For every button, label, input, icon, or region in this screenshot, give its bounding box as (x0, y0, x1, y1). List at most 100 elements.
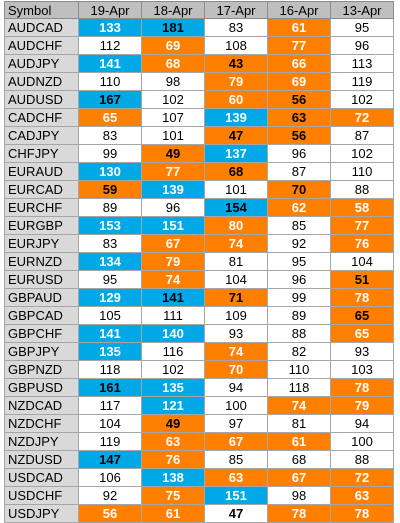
value-cell: 106 (78, 468, 142, 487)
value-cell: 89 (78, 198, 142, 217)
table-row[interactable]: AUDJPY 141 68 43 66 113 (4, 54, 394, 73)
value-cell: 135 (78, 342, 142, 361)
table-row[interactable]: AUDCAD 133 181 83 61 95 (4, 18, 394, 37)
value-cell: 70 (204, 360, 268, 379)
table-row[interactable]: USDJPY 56 61 47 78 78 (4, 504, 394, 523)
symbol-cell: GBPAUD (4, 288, 79, 307)
value-cell: 76 (141, 450, 205, 469)
symbol-cell: EURNZD (4, 252, 79, 271)
value-cell: 69 (141, 36, 205, 55)
symbol-cell: GBPNZD (4, 360, 79, 379)
table-row[interactable]: GBPAUD 129 141 71 99 78 (4, 288, 394, 307)
header-18-apr[interactable]: 18-Apr (141, 1, 205, 19)
table-row[interactable]: GBPJPY 135 116 74 82 93 (4, 342, 394, 361)
header-13-apr[interactable]: 13-Apr (330, 1, 394, 19)
header-17-apr[interactable]: 17-Apr (204, 1, 268, 19)
value-cell: 95 (78, 270, 142, 289)
table-row[interactable]: NZDUSD 147 76 85 68 88 (4, 450, 394, 469)
value-cell: 107 (141, 108, 205, 127)
value-cell: 167 (78, 90, 142, 109)
table-row[interactable]: EURNZD 134 79 81 95 104 (4, 252, 394, 271)
value-cell: 108 (204, 36, 268, 55)
table-row[interactable]: EURGBP 153 151 80 85 77 (4, 216, 394, 235)
value-cell: 95 (267, 252, 331, 271)
value-cell: 43 (204, 54, 268, 73)
table-row[interactable]: NZDCHF 104 49 97 81 94 (4, 414, 394, 433)
table-row[interactable]: EURUSD 95 74 104 96 51 (4, 270, 394, 289)
table-row[interactable]: CHFJPY 99 49 137 96 102 (4, 144, 394, 163)
value-cell: 56 (78, 504, 142, 523)
value-cell: 104 (330, 252, 394, 271)
table-row[interactable]: CADCHF 65 107 139 63 72 (4, 108, 394, 127)
table-row[interactable]: EURJPY 83 67 74 92 76 (4, 234, 394, 253)
value-cell: 78 (267, 504, 331, 523)
header-16-apr[interactable]: 16-Apr (267, 1, 331, 19)
value-cell: 110 (267, 360, 331, 379)
symbol-cell: GBPCAD (4, 306, 79, 325)
table-row[interactable]: GBPNZD 118 102 70 110 103 (4, 360, 394, 379)
header-symbol[interactable]: Symbol (4, 1, 79, 19)
table-row[interactable]: NZDCAD 117 121 100 74 79 (4, 396, 394, 415)
value-cell: 88 (267, 324, 331, 343)
value-cell: 76 (330, 234, 394, 253)
value-cell: 103 (330, 360, 394, 379)
value-cell: 110 (330, 162, 394, 181)
table-row[interactable]: AUDNZD 110 98 79 69 119 (4, 72, 394, 91)
table-row[interactable]: GBPUSD 161 135 94 118 78 (4, 378, 394, 397)
value-cell: 161 (78, 378, 142, 397)
value-cell: 60 (204, 90, 268, 109)
table-row[interactable]: EURAUD 130 77 68 87 110 (4, 162, 394, 181)
value-cell: 89 (267, 306, 331, 325)
value-cell: 58 (330, 198, 394, 217)
value-cell: 67 (267, 468, 331, 487)
symbol-cell: EURGBP (4, 216, 79, 235)
value-cell: 83 (78, 126, 142, 145)
symbol-cell: AUDNZD (4, 72, 79, 91)
symbol-cell: GBPUSD (4, 378, 79, 397)
symbol-cell: AUDJPY (4, 54, 79, 73)
value-cell: 79 (330, 396, 394, 415)
value-cell: 63 (330, 486, 394, 505)
value-cell: 116 (141, 342, 205, 361)
table-row[interactable]: EURCHF 89 96 154 62 58 (4, 198, 394, 217)
value-cell: 110 (78, 72, 142, 91)
value-cell: 74 (204, 234, 268, 253)
table-row[interactable]: EURCAD 59 139 101 70 88 (4, 180, 394, 199)
table-row[interactable]: AUDUSD 167 102 60 56 102 (4, 90, 394, 109)
value-cell: 139 (141, 180, 205, 199)
table-row[interactable]: AUDCHF 112 69 108 77 96 (4, 36, 394, 55)
symbol-cell: NZDCAD (4, 396, 79, 415)
value-cell: 67 (141, 234, 205, 253)
value-cell: 137 (204, 144, 268, 163)
value-cell: 71 (204, 288, 268, 307)
value-cell: 68 (141, 54, 205, 73)
value-cell: 47 (204, 126, 268, 145)
table-row[interactable]: CADJPY 83 101 47 56 87 (4, 126, 394, 145)
symbol-cell: USDCAD (4, 468, 79, 487)
value-cell: 111 (141, 306, 205, 325)
table-row[interactable]: USDCHF 92 75 151 98 63 (4, 486, 394, 505)
value-cell: 78 (330, 288, 394, 307)
table-row[interactable]: USDCAD 106 138 63 67 72 (4, 468, 394, 487)
value-cell: 92 (78, 486, 142, 505)
header-19-apr[interactable]: 19-Apr (78, 1, 142, 19)
value-cell: 77 (141, 162, 205, 181)
value-cell: 56 (267, 126, 331, 145)
table-row[interactable]: GBPCHF 141 140 93 88 65 (4, 324, 394, 343)
symbol-cell: EURAUD (4, 162, 79, 181)
table-row[interactable]: GBPCAD 105 111 109 89 65 (4, 306, 394, 325)
value-cell: 49 (141, 414, 205, 433)
value-cell: 79 (204, 72, 268, 91)
value-cell: 65 (330, 324, 394, 343)
value-cell: 87 (267, 162, 331, 181)
value-cell: 97 (204, 414, 268, 433)
symbol-cell: AUDCAD (4, 18, 79, 37)
value-cell: 104 (204, 270, 268, 289)
value-cell: 78 (330, 378, 394, 397)
symbol-cell: NZDUSD (4, 450, 79, 469)
value-cell: 63 (204, 468, 268, 487)
value-cell: 68 (204, 162, 268, 181)
value-cell: 93 (330, 342, 394, 361)
table-row[interactable]: NZDJPY 119 63 67 61 100 (4, 432, 394, 451)
value-cell: 77 (267, 36, 331, 55)
